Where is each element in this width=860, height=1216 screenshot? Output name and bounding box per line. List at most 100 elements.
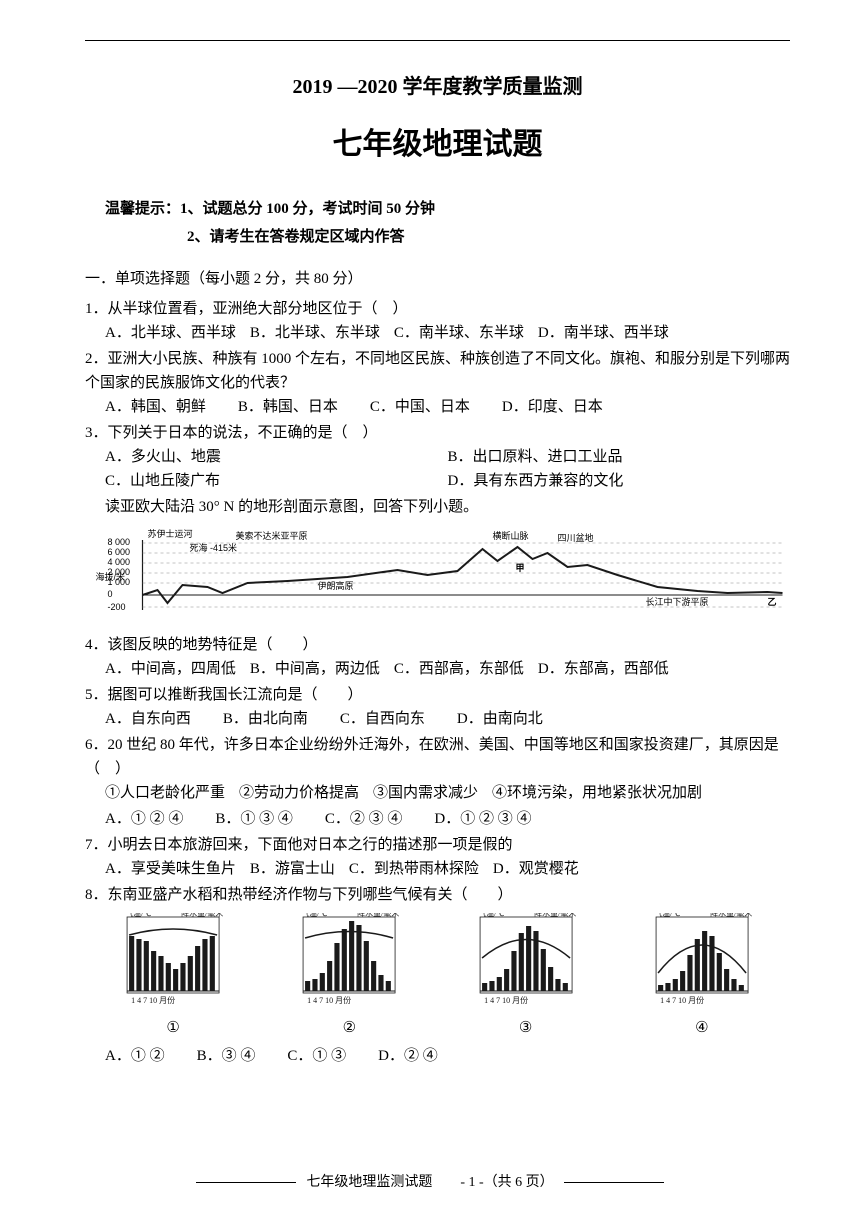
q4: 4．该图反映的地势特征是（ ） A．中间高，四周低 B．中间高，两边低 C．西部… <box>85 633 790 681</box>
hint-prefix: 温馨提示： <box>105 201 180 217</box>
q1-stem: 1．从半球位置看，亚洲绝大部分地区位于（ ） <box>85 297 790 321</box>
climate-4-id: ④ <box>621 1016 783 1040</box>
doc-year-line: 2019 —2020 学年度教学质量监测 <box>85 71 790 103</box>
q2-C: C．中国、日本 <box>370 395 470 419</box>
lbl-sichuan: 四川盆地 <box>558 532 594 543</box>
q1-A: A．北半球、西半球 <box>105 321 236 345</box>
q2: 2．亚洲大小民族、种族有 1000 个左右，不同地区民族、种族创造了不同文化。旗… <box>85 347 790 419</box>
q5-C: C．自西向东 <box>340 707 425 731</box>
q7: 7．小明去日本旅游回来，下面他对日本之行的描述那一项是假的 A．享受美味生鱼片 … <box>85 833 790 881</box>
q8-C: C．① ③ <box>287 1044 346 1068</box>
top-rule <box>85 40 790 41</box>
svg-text:1 4 7 10 月份: 1 4 7 10 月份 <box>660 995 704 1005</box>
svg-text:1 4 7 10 月份: 1 4 7 10 月份 <box>131 995 175 1005</box>
q8-B: B．③ ④ <box>197 1044 256 1068</box>
q8-D: D．② ④ <box>378 1044 438 1068</box>
svg-text:气温/℃: 气温/℃ <box>654 913 680 918</box>
climate-1-id: ① <box>92 1016 254 1040</box>
q6-B: B．① ③ ④ <box>215 807 293 831</box>
climate-4: 气温/℃ 降水量/毫米 1 4 7 10 月份 ④ <box>621 913 783 1040</box>
svg-text:气温/℃: 气温/℃ <box>301 913 327 918</box>
q4-options: A．中间高，四周低 B．中间高，两边低 C．西部高，东部低 D．东部高，西部低 <box>85 657 790 681</box>
svg-text:1 4 7 10 月份: 1 4 7 10 月份 <box>484 995 528 1005</box>
climate-2: 气温/℃ 降水量/毫米 1 4 7 10 月份 ② <box>268 913 430 1040</box>
climate-3: 气温/℃ 降水量/毫米 1 4 7 10 月份 ③ <box>445 913 607 1040</box>
q8-A: A．① ② <box>105 1044 165 1068</box>
svg-text:降水量/毫米: 降水量/毫米 <box>181 913 223 918</box>
ytick-4: 1 000 <box>108 577 131 587</box>
pre-diagram-text: 读亚欧大陆沿 30° N 的地形剖面示意图，回答下列小题。 <box>85 495 790 519</box>
hint-line2: 2、请考生在答卷规定区域内作答 <box>85 225 790 249</box>
q6-stem: 6．20 世纪 80 年代，许多日本企业纷纷外迁海外，在欧洲、美国、中国等地区和… <box>85 733 790 781</box>
q6-f4: ④环境污染，用地紧张状况加剧 <box>492 781 702 805</box>
q1-C: C．南半球、东半球 <box>394 321 524 345</box>
lbl-meso: 美索不达米亚平原 <box>236 530 308 541</box>
q5-A: A．自东向西 <box>105 707 191 731</box>
climate-3-id: ③ <box>445 1016 607 1040</box>
q6-factors: ①人口老龄化严重 ②劳动力价格提高 ③国内需求减少 ④环境污染，用地紧张状况加剧 <box>85 781 790 805</box>
q2-D: D．印度、日本 <box>502 395 603 419</box>
lbl-dead: 死海 -415米 <box>190 542 238 553</box>
page-footer: 七年级地理监测试题 - 1 -（共 6 页） <box>0 1172 860 1194</box>
svg-text:气温/℃: 气温/℃ <box>478 913 504 918</box>
q2-A: A．韩国、朝鲜 <box>105 395 206 419</box>
lbl-yangtze: 长江中下游平原 <box>646 596 709 607</box>
q6-f2: ②劳动力价格提高 <box>239 781 359 805</box>
q7-options: A．享受美味生鱼片 B．游富士山 C．到热带雨林探险 D．观赏樱花 <box>85 857 790 881</box>
profile-diagram: 海拔/米 8 000 6 000 4 000 2 000 1 000 0 -20… <box>85 525 790 625</box>
climate-charts: 气温/℃ 降水量/毫米 1 4 7 10 月份 ① 气温/℃ 降水量/毫米 1 4 7 … <box>85 913 790 1040</box>
q6-options: A．① ② ④ B．① ③ ④ C．② ③ ④ D．① ② ③ ④ <box>85 807 790 831</box>
q2-options: A．韩国、朝鲜 B．韩国、日本 C．中国、日本 D．印度、日本 <box>85 395 790 419</box>
q7-A: A．享受美味生鱼片 <box>105 857 236 881</box>
q3-D: D．具有东西方兼容的文化 <box>448 469 791 493</box>
q1-B: B．北半球、东半球 <box>250 321 380 345</box>
lbl-iran: 伊朗高原 <box>318 580 354 591</box>
lbl-suez: 苏伊士运河 <box>148 528 193 539</box>
svg-text:降水量/毫米: 降水量/毫米 <box>357 913 399 918</box>
ytick-0: 8 000 <box>108 537 131 547</box>
q5-B: B．由北向南 <box>223 707 308 731</box>
q5: 5．据图可以推断我国长江流向是（ ） A．自东向西 B．由北向南 C．自西向东 … <box>85 683 790 731</box>
hint1-text: 1、试题总分 100 分，考试时间 50 分钟 <box>180 201 435 217</box>
q6: 6．20 世纪 80 年代，许多日本企业纷纷外迁海外，在欧洲、美国、中国等地区和… <box>85 733 790 831</box>
q3-A: A．多火山、地震 <box>105 445 448 469</box>
svg-text:气温/℃: 气温/℃ <box>125 913 151 918</box>
ytick-6: -200 <box>108 602 126 612</box>
section-title: 一．单项选择题（每小题 2 分，共 80 分） <box>85 267 790 291</box>
q8: 8．东南亚盛产水稻和热带经济作物与下列哪些气候有关（ ） <box>85 883 790 907</box>
q4-D: D．东部高，西部低 <box>538 657 669 681</box>
hint-line1: 温馨提示：1、试题总分 100 分，考试时间 50 分钟 <box>85 197 790 221</box>
q1-D: D．南半球、西半球 <box>538 321 669 345</box>
climate-2-id: ② <box>268 1016 430 1040</box>
q3-B: B．出口原料、进口工业品 <box>448 445 791 469</box>
q3-stem: 3．下列关于日本的说法，不正确的是（ ） <box>85 421 790 445</box>
svg-text:1 4 7 10 月份: 1 4 7 10 月份 <box>307 995 351 1005</box>
q6-f3: ③国内需求减少 <box>373 781 478 805</box>
svg-text:降水量/毫米: 降水量/毫米 <box>534 913 576 918</box>
ytick-3: 2 000 <box>108 567 131 577</box>
svg-text:降水量/毫米: 降水量/毫米 <box>710 913 752 918</box>
ytick-2: 4 000 <box>108 557 131 567</box>
q3: 3．下列关于日本的说法，不正确的是（ ） A．多火山、地震 B．出口原料、进口工… <box>85 421 790 493</box>
q4-stem: 4．该图反映的地势特征是（ ） <box>85 633 790 657</box>
q7-D: D．观赏樱花 <box>493 857 579 881</box>
q1: 1．从半球位置看，亚洲绝大部分地区位于（ ） A．北半球、西半球 B．北半球、东… <box>85 297 790 345</box>
q1-options: A．北半球、西半球 B．北半球、东半球 C．南半球、东半球 D．南半球、西半球 <box>85 321 790 345</box>
lbl-yi: 乙 <box>768 597 777 607</box>
climate-1: 气温/℃ 降水量/毫米 1 4 7 10 月份 ① <box>92 913 254 1040</box>
q7-B: B．游富士山 <box>250 857 335 881</box>
q6-C: C．② ③ ④ <box>325 807 403 831</box>
q5-stem: 5．据图可以推断我国长江流向是（ ） <box>85 683 790 707</box>
q4-C: C．西部高，东部低 <box>394 657 524 681</box>
ytick-1: 6 000 <box>108 547 131 557</box>
q7-stem: 7．小明去日本旅游回来，下面他对日本之行的描述那一项是假的 <box>85 833 790 857</box>
q8-stem: 8．东南亚盛产水稻和热带经济作物与下列哪些气候有关（ ） <box>85 883 790 907</box>
q6-f1: ①人口老龄化严重 <box>105 781 225 805</box>
q6-A: A．① ② ④ <box>105 807 183 831</box>
q3-C: C．山地丘陵广布 <box>105 469 448 493</box>
q5-D: D．由南向北 <box>457 707 543 731</box>
lbl-jia: 甲 <box>516 563 525 573</box>
q2-B: B．韩国、日本 <box>238 395 338 419</box>
q6-D: D．① ② ③ ④ <box>434 807 531 831</box>
doc-title: 七年级地理试题 <box>85 121 790 169</box>
